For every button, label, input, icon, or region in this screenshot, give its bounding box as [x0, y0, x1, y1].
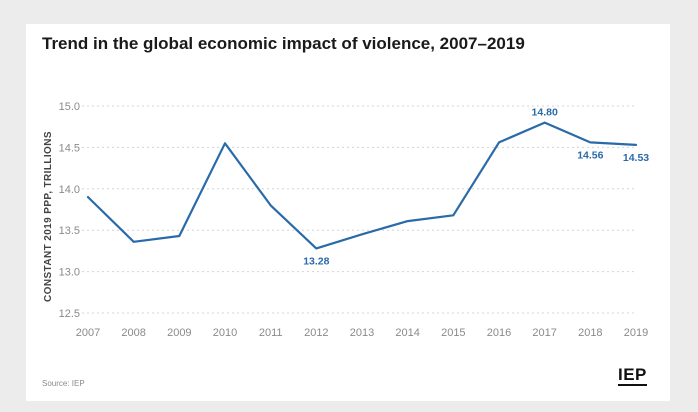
x-tick-label: 2011 — [259, 327, 283, 339]
x-tick-label: 2015 — [441, 327, 465, 339]
x-tick-label: 2010 — [213, 327, 237, 339]
x-tick-label: 2019 — [624, 327, 648, 339]
y-tick-label: 15.0 — [59, 101, 80, 113]
x-tick-label: 2014 — [395, 327, 419, 339]
iep-logo: IEP — [618, 365, 647, 386]
data-label: 13.28 — [303, 255, 329, 267]
y-tick-label: 13.0 — [59, 267, 80, 279]
x-tick-label: 2012 — [304, 327, 328, 339]
data-label: 14.53 — [623, 152, 649, 164]
x-tick-label: 2018 — [578, 327, 602, 339]
y-tick-label: 13.5 — [59, 225, 80, 237]
y-tick-label: 12.5 — [59, 308, 80, 320]
y-tick-label: 14.5 — [59, 142, 80, 154]
x-tick-label: 2016 — [487, 327, 511, 339]
y-axis-label: CONSTANT 2019 PPP, TRILLIONS — [43, 131, 54, 302]
x-tick-label: 2007 — [76, 327, 100, 339]
series-line — [86, 121, 638, 250]
y-tick-label: 14.0 — [59, 184, 80, 196]
x-tick-label: 2017 — [532, 327, 556, 339]
x-tick-label: 2013 — [350, 327, 374, 339]
chart-title: Trend in the global economic impact of v… — [42, 34, 525, 53]
data-label: 14.56 — [577, 149, 603, 161]
chart-card: Trend in the global economic impact of v… — [26, 24, 670, 401]
line-chart: 15.0 14.5 14.0 13.5 13.0 12.5 2007 2008 2009 2010… — [43, 101, 649, 339]
x-tick-label: 2009 — [167, 327, 191, 339]
source-note: Source: IEP — [42, 379, 85, 388]
data-label: 14.80 — [532, 107, 558, 119]
x-tick-label: 2008 — [121, 327, 145, 339]
